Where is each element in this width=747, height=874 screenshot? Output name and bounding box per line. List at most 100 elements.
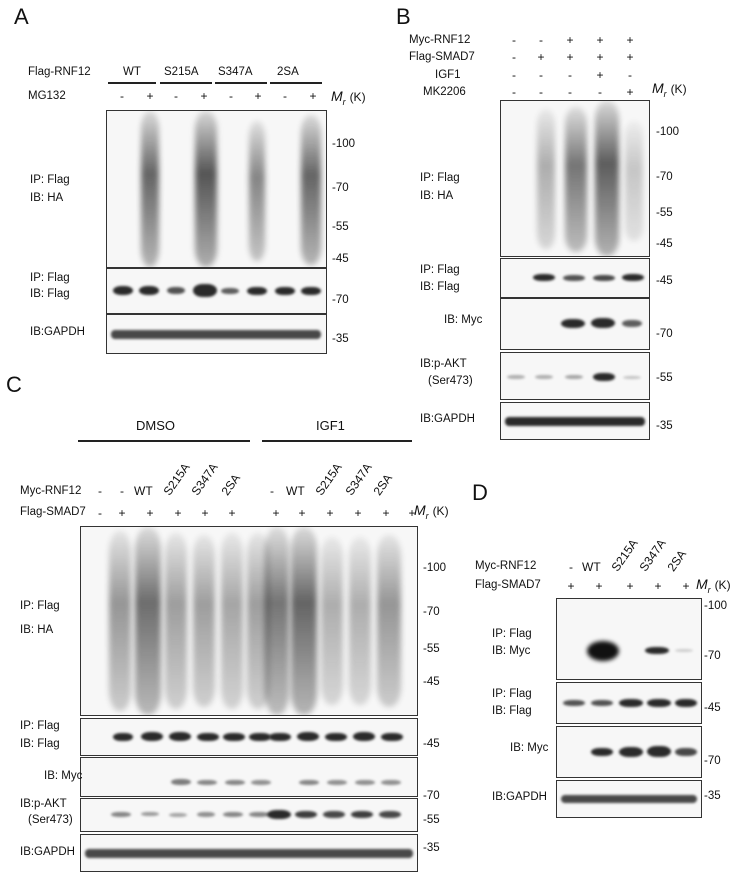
panel-b-sign: + — [537, 50, 545, 64]
panel-c-sign: + — [228, 506, 236, 520]
panel-b-marker: -55 — [656, 207, 673, 219]
panel-c-blot-myc — [80, 757, 418, 797]
panel-b-sign: + — [596, 50, 604, 64]
panel-b-marker: -45 — [656, 238, 673, 250]
panel-d-row2-label: Flag-SMAD7 — [475, 579, 541, 591]
panel-d-lane-label: - — [569, 560, 573, 574]
panel-d-blot4-label: IB:GAPDH — [492, 791, 547, 803]
panel-b-sign: - — [512, 33, 516, 47]
panel-b-sign: - — [598, 85, 602, 99]
panel-a-marker: -35 — [332, 333, 349, 345]
panel-b-sign: - — [512, 68, 516, 82]
panel-d-marker: -45 — [704, 702, 721, 714]
panel-a-group-s347a: S347A — [218, 66, 253, 78]
panel-d-blot3-label: IB: Myc — [510, 742, 549, 754]
panel-d-marker: -100 — [704, 600, 728, 612]
panel-b-blot3-label: IB: Myc — [444, 314, 483, 326]
panel-b-sign: - — [628, 68, 632, 82]
panel-d-blot1-ip: IP: Flag — [492, 628, 532, 640]
panel-c-marker: -70 — [423, 606, 440, 618]
panel-d-marker: -35 — [704, 790, 721, 802]
panel-a-sign: + — [146, 89, 154, 103]
panel-c-sign: + — [201, 506, 209, 520]
panel-c-blot4-label2: (Ser473) — [28, 814, 73, 826]
panel-d-letter: D — [472, 480, 488, 505]
panel-c-letter: C — [6, 372, 22, 397]
panel-d-sign: + — [682, 579, 690, 593]
panel-b-blot1-ib: IB: HA — [420, 190, 454, 202]
panel-b-blot4-label2: (Ser473) — [428, 375, 473, 387]
panel-c-row2-label: Flag-SMAD7 — [20, 506, 86, 518]
panel-a-group-underline — [108, 82, 156, 84]
panel-b-sign: - — [568, 85, 572, 99]
panel-a-sign: - — [120, 89, 124, 103]
panel-b-marker: -35 — [656, 420, 673, 432]
panel-d-lane-label: 2SA — [664, 547, 690, 574]
panel-c-sign: + — [118, 506, 126, 520]
panel-c-mr-label: Mr (K) — [414, 502, 449, 521]
panel-c-group-igf1: IGF1 — [316, 418, 345, 433]
panel-a-marker: -100 — [332, 138, 356, 150]
panel-c-lane-label: WT — [286, 484, 305, 498]
panel-a-blot-flag — [106, 268, 327, 314]
panel-c-marker: -100 — [423, 562, 447, 574]
panel-d-lane-label: S347A — [636, 536, 669, 574]
panel-b-sign: - — [512, 50, 516, 64]
panel-c-lane-label: 2SA — [370, 471, 396, 498]
panel-a-marker: -70 — [332, 182, 349, 194]
panel-d-lane-label: S215A — [608, 536, 641, 574]
panel-a-sign: - — [229, 89, 233, 103]
panel-d-blot-gapdh — [556, 780, 702, 818]
panel-a-sign: - — [174, 89, 178, 103]
panel-a-marker: -55 — [332, 221, 349, 233]
panel-c-group-underline — [262, 440, 412, 442]
panel-a-sign: + — [254, 89, 262, 103]
panel-b-marker: -70 — [656, 328, 673, 340]
panel-c-blot3-label: IB: Myc — [44, 770, 83, 782]
panel-b-row-label: MK2206 — [423, 86, 466, 98]
panel-a-blot1-ib: IB: HA — [30, 192, 64, 204]
panel-c-marker: -70 — [423, 790, 440, 802]
panel-a-row1-label: Flag-RNF12 — [28, 66, 91, 78]
panel-b-blot-gapdh — [500, 402, 650, 440]
panel-b-sign: - — [568, 68, 572, 82]
panel-c-lane-label: WT — [134, 484, 153, 498]
panel-a-blot-gapdh — [106, 314, 327, 354]
panel-d-marker: -70 — [704, 650, 721, 662]
panel-c-blot-flag — [80, 718, 418, 756]
panel-b-sign: + — [626, 85, 634, 99]
panel-c-sign: + — [146, 506, 154, 520]
panel-b-blot4-label1: IB:p-AKT — [420, 358, 467, 370]
panel-b-marker: -70 — [656, 171, 673, 183]
panel-c-marker: -45 — [423, 676, 440, 688]
panel-a-marker: -45 — [332, 253, 349, 265]
panel-b-row-label: Flag-SMAD7 — [409, 51, 475, 63]
panel-c-sign: + — [382, 506, 390, 520]
panel-c-blot-gapdh — [80, 834, 418, 872]
panel-d-sign: + — [567, 579, 575, 593]
panel-d-blot1-ib: IB: Myc — [492, 645, 531, 657]
panel-c-marker: -55 — [423, 814, 440, 826]
panel-c-marker: -55 — [423, 643, 440, 655]
panel-b-sign: - — [539, 68, 543, 82]
panel-b-sign: - — [512, 85, 516, 99]
panel-c-marker: -35 — [423, 842, 440, 854]
panel-a-group-underline — [160, 82, 212, 84]
panel-c-blot-pakt — [80, 798, 418, 832]
panel-b-marker: -45 — [656, 275, 673, 287]
panel-a-row2-label: MG132 — [28, 90, 66, 102]
panel-a-sign: + — [309, 89, 317, 103]
panel-c-lane-label: S215A — [160, 460, 193, 498]
panel-b-sign: - — [539, 85, 543, 99]
panel-d-marker: -70 — [704, 755, 721, 767]
panel-b-sign: + — [566, 50, 574, 64]
panel-c-sign: - — [98, 506, 102, 520]
panel-a-sign: + — [200, 89, 208, 103]
panel-c-lane-label: 2SA — [218, 471, 244, 498]
panel-a-group-wt: WT — [123, 66, 141, 78]
panel-a-group-2sa: 2SA — [277, 66, 299, 78]
panel-a-letter: A — [14, 4, 29, 29]
panel-b-blot-ha — [500, 100, 650, 257]
panel-c-lane-label: S347A — [342, 460, 375, 498]
panel-b-marker: -55 — [656, 372, 673, 384]
